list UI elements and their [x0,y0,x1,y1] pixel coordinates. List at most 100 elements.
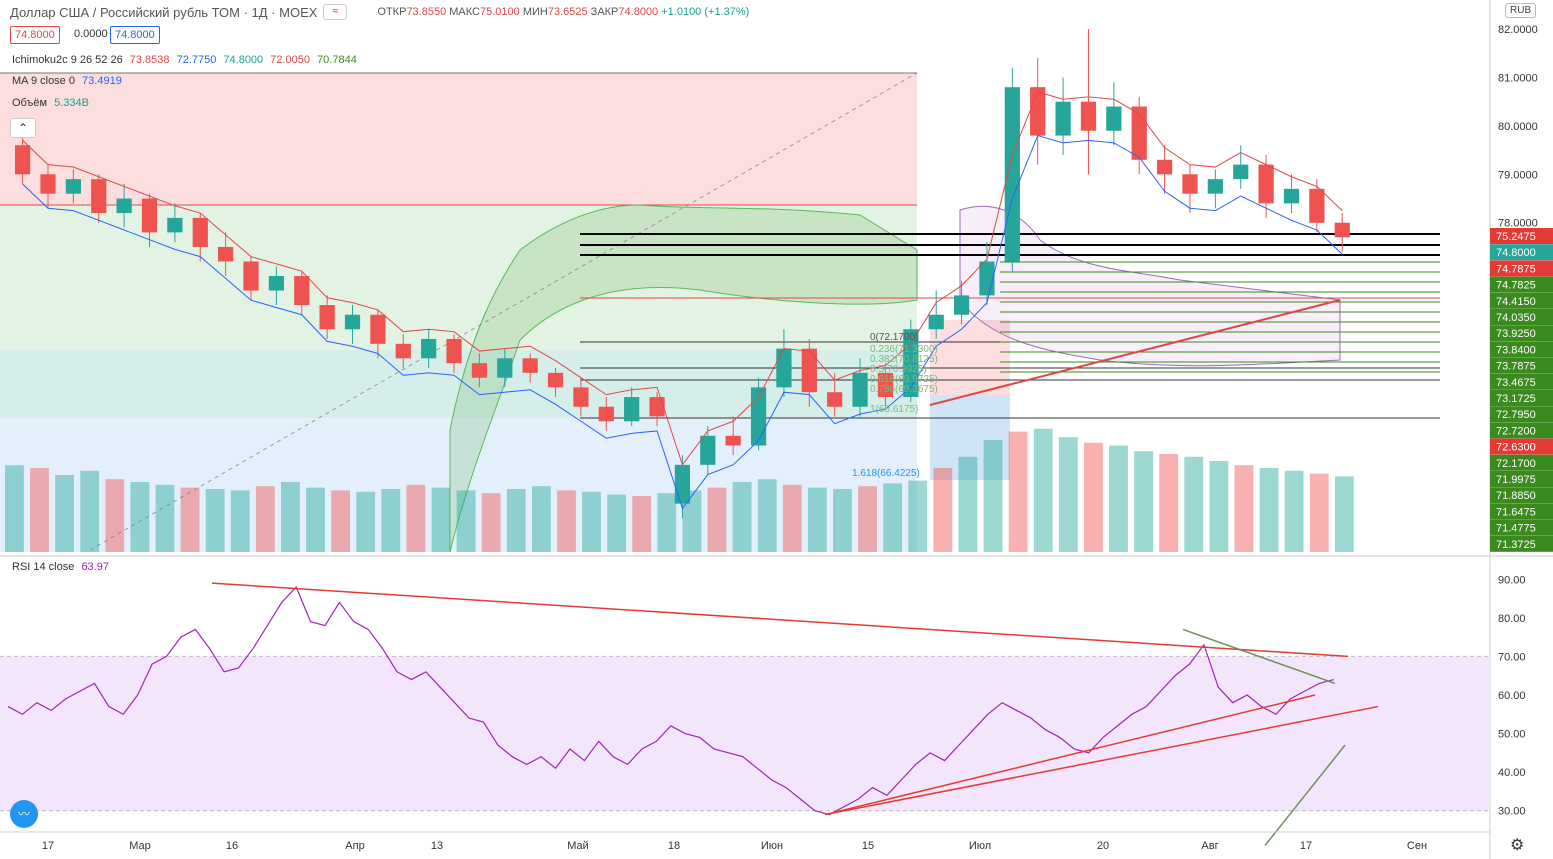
x-tick-label: Мар [129,840,151,852]
volume-bar [883,483,903,552]
price-label-box [1490,535,1553,552]
rsi-tick-label: 80.00 [1498,613,1526,625]
volume-bar [381,489,401,552]
volume-bar [180,487,200,552]
rsi-label: RSI 14 close [12,561,75,573]
candle-body [1334,222,1350,238]
volume-bar [657,493,677,552]
candle-body [370,314,386,344]
price-label-box [1490,471,1553,487]
tradingview-logo-icon[interactable]: 〰 [10,800,38,828]
price-tick-label: 78.0000 [1498,218,1538,230]
volume-bar [1234,465,1254,552]
volume-bar [80,470,100,552]
compare-wave-icon[interactable]: ≈ [323,4,348,20]
candle-body [1055,101,1071,136]
reward-zone [930,395,1010,480]
candle-body [979,261,995,296]
low-label: МИН [522,6,548,18]
volume-bar [1209,461,1229,552]
candle-body [1182,174,1198,194]
volume-bar [531,486,551,552]
volume-bar [1159,454,1179,552]
price-label-box [1490,390,1553,406]
volume-bar [757,479,777,552]
price-label-box [1490,454,1553,471]
x-tick-label: Сен [1407,840,1427,852]
price-label: 71.4775 [1496,523,1536,535]
candle-body [1004,87,1020,262]
price-label-box [1490,487,1553,504]
ask-price[interactable]: 74.8000 [110,26,160,44]
candle-body [421,338,437,359]
candle-body [91,179,107,214]
high-value: 75.0100 [480,6,520,18]
candle-body [928,314,944,330]
price-label: 73.9250 [1496,328,1536,340]
rsi-support-trendline [824,694,1316,816]
currency-badge[interactable]: RUB [1505,3,1537,18]
ma-legend[interactable]: MA 9 close 0 73.4919 [12,75,122,87]
price-label-box [1490,503,1553,520]
price-label: 73.8400 [1496,344,1536,356]
x-tick-label: 18 [668,840,680,852]
price-label-box [1490,260,1553,277]
fib-label: 1.618(66.4225) [852,468,920,479]
price-label-box [1490,292,1553,309]
candle-body [1283,188,1300,204]
x-tick-label: 17 [42,840,54,852]
rsi-green-line [1182,628,1336,685]
fib-label: 0(72.1700) [870,332,918,343]
volume-bar [481,493,501,552]
candle-body [1309,188,1325,223]
symbol-header: Доллар США / Российский рубль ТОМ · 1Д ·… [10,4,749,20]
candle-body [446,338,462,364]
volume-bar [1109,445,1128,552]
volume-bar [431,487,451,552]
candle-body [700,435,716,465]
ichimoku-value-3: 74.8000 [223,54,264,66]
candle-body [827,392,843,407]
ichimoku-value-5: 70.7844 [317,54,357,66]
volume-bar [782,484,802,552]
close-label: ЗАКР [590,6,619,18]
price-label: 71.6475 [1496,506,1536,518]
rsi-legend[interactable]: RSI 14 close 63.97 [12,561,109,573]
rsi-tick-label: 50.00 [1498,729,1526,741]
ichimoku-legend[interactable]: Ichimoku2c 9 26 52 26 73.8538 72.7750 74… [12,54,357,66]
price-label: 74.8000 [1496,247,1536,259]
price-label-box [1490,228,1553,244]
collapse-legend-button[interactable]: ⌃ [10,118,36,138]
volume-bar [682,490,702,552]
rsi-band [0,656,1490,811]
price-label: 74.7825 [1496,280,1536,292]
gear-icon[interactable]: ⚙ [1510,837,1525,854]
volume-bar [506,489,526,552]
volume-bar [607,494,627,552]
tenkan-line [22,91,1343,466]
risk-zone [930,320,1010,395]
price-label: 75.2475 [1496,231,1536,243]
candle-body [750,387,767,446]
x-tick-label: Апр [345,840,364,852]
x-tick-label: Июл [969,840,991,852]
volume-bar [406,484,426,552]
price-tick-label: 80.0000 [1498,121,1538,133]
volume-legend[interactable]: Объём 5.334B [12,97,89,109]
candle-body [192,217,208,247]
candle-body [141,198,158,233]
price-label-box [1490,276,1553,293]
candle-body [1156,159,1173,175]
candle-body [65,179,81,194]
symbol-title[interactable]: Доллар США / Российский рубль ТОМ · 1Д ·… [10,4,318,20]
volume-bar [632,496,652,552]
volume-bar [908,480,928,552]
volume-label: Объём [12,97,48,109]
candle-body [1207,179,1223,194]
candle-body [471,363,488,378]
fib-label: 0.618(69.9725) [870,374,938,385]
price-label: 71.9975 [1496,474,1536,486]
volume-bar [306,487,325,552]
bid-price[interactable]: 74.8000 [10,26,60,44]
